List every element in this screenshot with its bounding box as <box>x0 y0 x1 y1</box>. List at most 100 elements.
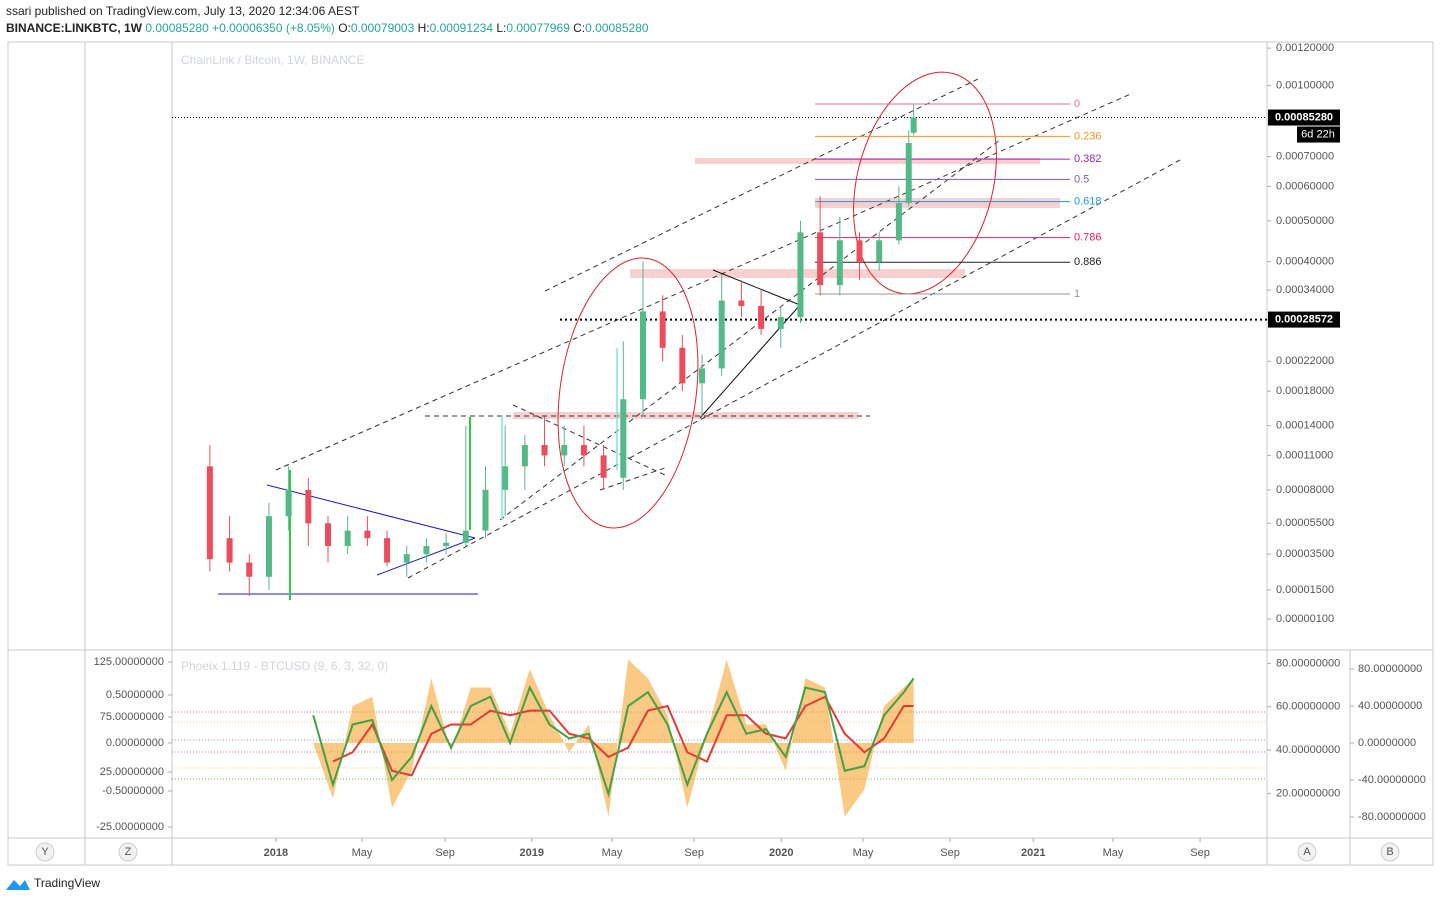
y-tick-label: 0.00003500 <box>1276 548 1334 560</box>
candle-body <box>423 546 430 555</box>
candle-body <box>659 311 666 348</box>
x-tick-label: Sep <box>684 847 704 859</box>
osc-line <box>312 677 915 798</box>
price-tag-label: 0.00028572 <box>1275 313 1333 325</box>
o: 0.00079003 <box>351 21 415 35</box>
h-label: H: <box>418 21 430 35</box>
y-tick-label: 0.00040000 <box>1276 256 1334 268</box>
y-tick-label: 0.00005500 <box>1276 517 1334 529</box>
fib-label: 1 <box>1074 288 1080 300</box>
y-tick-label: 0.00100000 <box>1276 79 1334 91</box>
y-tick-label: 0.00060000 <box>1276 180 1334 192</box>
x-tick-label: Sep <box>940 847 960 859</box>
footer: TradingView <box>34 876 100 890</box>
fib-label: 0.5 <box>1074 173 1089 185</box>
axis-tick-label: 80.00000000 <box>1276 657 1340 669</box>
candle-body <box>482 489 489 531</box>
y2-tick-label: 80.00000000 <box>1358 663 1422 675</box>
y-tick-label: 0.00120000 <box>1276 42 1334 54</box>
x-tick-label: 2021 <box>1021 847 1045 859</box>
candle-body <box>699 368 706 384</box>
button[interactable] <box>35 842 55 862</box>
logo <box>6 880 30 890</box>
symbol-line: BINANCE:LINKBTC, 1W 0.00085280 +0.000063… <box>6 21 649 35</box>
candle-body <box>817 232 824 286</box>
x-tick-label: Sep <box>435 847 455 859</box>
axis-tick-label: 75.00000000 <box>100 711 164 723</box>
button-label: Z <box>125 846 132 858</box>
candle-body <box>403 554 410 563</box>
candle-body <box>580 445 587 456</box>
fib-label: 0.786 <box>1074 232 1102 244</box>
candle-body <box>502 466 509 490</box>
candle-body <box>876 240 883 262</box>
candle-body <box>738 300 745 306</box>
x-tick-label: May <box>352 847 373 859</box>
y2-tick-label: -80.00000000 <box>1358 811 1426 823</box>
x-tick-label: 2019 <box>520 847 544 859</box>
candle-body <box>246 562 253 577</box>
candle-body <box>905 143 912 203</box>
axis-tick-label: -25.00000000 <box>96 821 164 833</box>
y2-tick-label: -40.00000000 <box>1358 774 1426 786</box>
h: 0.00091234 <box>430 21 494 35</box>
countdown-tag <box>1297 126 1340 143</box>
y-tick-label: 0.00034000 <box>1276 284 1334 296</box>
y-tick-label: 0.00070000 <box>1276 150 1334 162</box>
fib-label: 0.886 <box>1074 256 1102 268</box>
watermark: ChainLink / Bitcoin, 1W, BINANCE <box>181 53 364 67</box>
button[interactable] <box>118 842 138 862</box>
osc-line <box>332 695 914 777</box>
axis-tick-label: 60.00000000 <box>1276 701 1340 713</box>
y-tick-label: 0.00011000 <box>1276 449 1333 461</box>
x-tick-label: Sep <box>1190 847 1210 859</box>
axis-tick-label: 0.00000000 <box>106 737 164 749</box>
fib-label: 0.618 <box>1074 196 1102 208</box>
x-tick-label: May <box>602 847 623 859</box>
candle-body <box>679 347 686 384</box>
candle-body <box>620 399 627 478</box>
c: 0.00085280 <box>585 21 649 35</box>
axis-tick-label: 40.00000000 <box>1276 744 1340 756</box>
candle-body <box>836 240 843 286</box>
publish-line: ssari published on TradingView.com, July… <box>6 4 360 18</box>
drawings <box>218 71 1181 600</box>
axis-tick-label: 125.00000000 <box>94 656 164 668</box>
candle-body <box>325 523 332 547</box>
y-tick-label: 0.00001500 <box>1276 584 1334 596</box>
axis-tick-label: 25.00000000 <box>100 766 164 778</box>
candle-body <box>443 542 450 547</box>
candle-body <box>521 445 528 467</box>
candle-body <box>384 538 391 563</box>
y-tick-label: 0.00014000 <box>1276 420 1334 432</box>
y2-tick-label: 0.00000000 <box>1358 737 1416 749</box>
c-label: C: <box>573 21 585 35</box>
button-label: B <box>1386 846 1393 858</box>
candle-body <box>265 516 272 577</box>
osc-area <box>313 659 914 818</box>
y-tick-label: 0.00008000 <box>1276 484 1334 496</box>
o-label: O: <box>338 21 351 35</box>
button[interactable] <box>1380 842 1400 862</box>
candle-body <box>206 466 213 560</box>
axis-tick-label: -0.50000000 <box>102 785 164 797</box>
last: 0.00085280 <box>145 21 209 35</box>
candle-body <box>856 240 863 262</box>
candle-body <box>226 538 233 563</box>
candle-body <box>344 530 351 547</box>
change: +0.00006350 (+8.05%) <box>212 21 335 35</box>
candle-body <box>910 117 917 133</box>
x-tick-label: May <box>1103 847 1124 859</box>
x-tick-label: 2020 <box>769 847 793 859</box>
price-tag <box>1268 109 1340 126</box>
price-tag-label: 0.00085280 <box>1275 111 1333 123</box>
candle-body <box>364 530 371 539</box>
button[interactable] <box>1297 842 1317 862</box>
price-tag <box>1268 311 1340 328</box>
button-label: A <box>1303 846 1311 858</box>
candle-body <box>541 445 548 456</box>
axis-tick-label: 0.50000000 <box>106 689 164 701</box>
button-label: Y <box>41 846 49 858</box>
l: 0.00077969 <box>506 21 570 35</box>
candle-body <box>758 305 765 329</box>
